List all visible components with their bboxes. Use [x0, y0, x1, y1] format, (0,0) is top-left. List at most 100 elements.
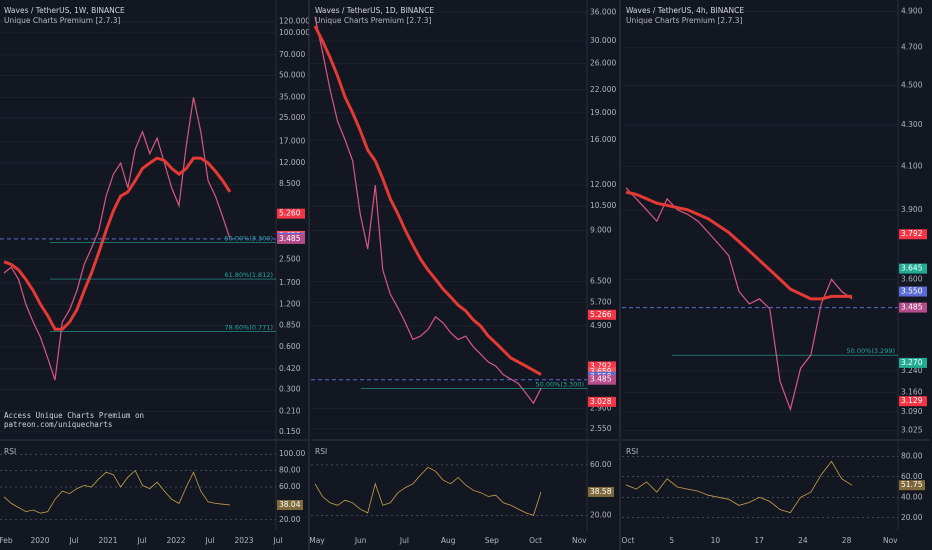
price-tag	[588, 309, 616, 320]
x-tick-label: 2021	[98, 536, 117, 545]
x-tick-label: Jul	[272, 536, 282, 545]
price-tag	[277, 208, 305, 219]
price-tag	[588, 396, 616, 407]
price-tag-label: 3.792	[590, 361, 612, 370]
rsi-tick-label: 80.00	[279, 466, 301, 475]
x-tick-label: 28	[842, 536, 852, 545]
x-tick-label: Feb	[0, 536, 13, 545]
fib-label: 50.00%(3.300)	[536, 380, 584, 388]
rsi-tick-label: 40.00	[901, 492, 923, 501]
rsi-tag-label: 51.75	[901, 480, 923, 489]
y-tick-label: 12.000	[590, 180, 616, 189]
moving-average	[3, 156, 232, 331]
x-tick-label: 10	[711, 536, 721, 545]
y-tick-label: 36.000	[590, 7, 616, 16]
y-tick-label: 10.500	[590, 201, 616, 210]
note: Access Unique Charts Premium on	[4, 411, 144, 420]
rsi-title: RSI	[315, 447, 327, 456]
rsi-tick-label: 60.00	[279, 482, 301, 491]
rsi-title: RSI	[4, 447, 16, 456]
fib-label: 78.60%(0.771)	[225, 324, 273, 332]
x-tick-label: 2020	[30, 536, 49, 545]
y-tick-label: 3.900	[901, 205, 923, 214]
rsi-tick-label: 80.00	[901, 451, 923, 460]
y-tick-label: 3.160	[901, 388, 923, 397]
price-tag	[899, 229, 927, 240]
y-tick-label: 1.200	[279, 299, 301, 308]
rsi-tick-label: 20.00	[590, 510, 612, 519]
y-tick-label: 0.300	[279, 384, 301, 393]
rsi-line	[314, 466, 542, 516]
price-tag	[588, 374, 616, 385]
x-tick-label: May	[309, 536, 325, 545]
indicator-label: Unique Charts Premium [2.7.3]	[315, 16, 432, 25]
rsi-title: RSI	[626, 447, 638, 456]
price-tag-label: 3.485	[901, 303, 923, 312]
x-tick-label: Nov	[883, 536, 898, 545]
y-tick-label: 0.600	[279, 342, 301, 351]
y-tick-label: 0.150	[279, 427, 301, 436]
y-tick-label: 26.000	[590, 59, 616, 68]
y-tick-label: 3.600	[901, 274, 923, 283]
price-tag-label: 3.792	[901, 229, 923, 238]
rsi-tick-label: 60.00	[590, 460, 612, 469]
y-tick-label: 2.900	[590, 404, 612, 413]
price-tag-label: 3.028	[590, 397, 612, 406]
y-tick-label: 4.900	[901, 7, 923, 16]
chart-title: Waves / TetherUS, 1D, BINANCE	[315, 6, 434, 15]
y-tick-label: 9.000	[590, 225, 612, 234]
y-tick-label: 12.000	[279, 158, 305, 167]
price-tag	[588, 361, 616, 372]
x-tick-label: Oct	[529, 536, 542, 545]
rsi-tag-label: 38.58	[590, 487, 612, 496]
rsi-line	[625, 460, 853, 514]
price-tag	[899, 286, 927, 297]
y-tick-label: 16.000	[590, 135, 616, 144]
y-tick-label: 3.090	[901, 407, 923, 416]
rsi-line	[3, 469, 231, 514]
x-tick-label: Aug	[441, 536, 456, 545]
x-tick-label: Jul	[399, 536, 409, 545]
y-tick-label: 3.240	[901, 366, 923, 375]
y-tick-label: 70.000	[279, 50, 305, 59]
chart-title: Waves / TetherUS, 4h, BINANCE	[626, 6, 744, 15]
rsi-tick-label: 20.00	[901, 513, 923, 522]
y-tick-label: 120.000	[279, 17, 310, 26]
fib-label: 61.80%(1.812)	[225, 271, 273, 279]
y-tick-label: 4.100	[901, 161, 923, 170]
price-tag	[899, 357, 927, 368]
y-tick-label: 4.700	[901, 43, 923, 52]
moving-average	[313, 25, 542, 376]
x-tick-label: 5	[669, 536, 674, 545]
fib-label: 50.00%(3.300)	[225, 234, 273, 242]
price-tag-label: 3.270	[901, 358, 923, 367]
y-tick-label: 1.700	[279, 278, 301, 287]
y-tick-label: 6.500	[590, 277, 612, 286]
y-tick-label: 0.420	[279, 364, 301, 373]
x-tick-label: Sep	[485, 536, 499, 545]
price-line	[3, 97, 231, 381]
price-tag-label: 3.550	[901, 287, 923, 296]
y-tick-label: 17.000	[279, 137, 305, 146]
price-tag	[899, 263, 927, 274]
price-tag-label: 5.266	[590, 310, 612, 319]
indicator-label: Unique Charts Premium [2.7.3]	[626, 16, 743, 25]
rsi-tick-label: 60.00	[901, 472, 923, 481]
y-tick-label: 4.300	[901, 120, 923, 129]
price-line	[625, 187, 853, 412]
y-tick-label: 8.500	[279, 179, 301, 188]
price-tag	[277, 233, 305, 244]
y-tick-label: 4.500	[901, 81, 923, 90]
rsi-tick-label: 100.00	[279, 449, 305, 458]
x-tick-label: Nov	[572, 536, 587, 545]
y-tick-label: 0.850	[279, 321, 301, 330]
chart-title: Waves / TetherUS, 1W, BINANCE	[4, 6, 125, 15]
x-tick-label: 17	[754, 536, 764, 545]
x-tick-label: Jul	[204, 536, 214, 545]
y-tick-label: 30.000	[590, 36, 616, 45]
rsi-tag	[588, 486, 614, 497]
price-tag-label: 3.485	[279, 234, 301, 243]
price-line	[314, 16, 542, 405]
